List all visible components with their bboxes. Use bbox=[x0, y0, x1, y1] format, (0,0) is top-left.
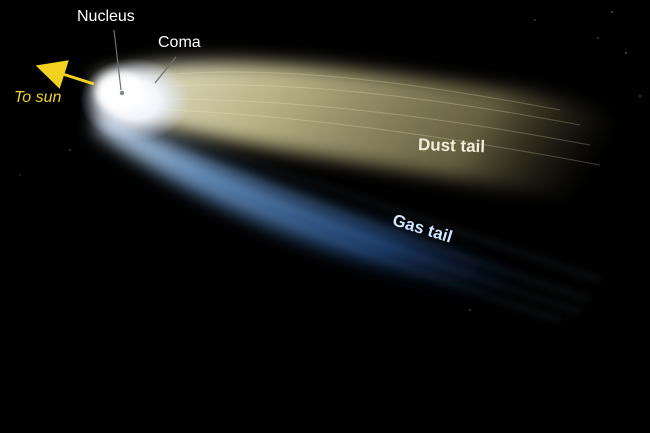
coma-leader-line bbox=[154, 56, 177, 84]
dust-tail-label: Dust tail bbox=[417, 135, 486, 157]
coma-core bbox=[96, 72, 144, 112]
stars bbox=[19, 11, 641, 311]
nucleus-leader-line bbox=[113, 29, 122, 91]
nucleus bbox=[119, 90, 125, 96]
gas-tail bbox=[95, 110, 600, 318]
dust-tail bbox=[95, 62, 646, 197]
coma-label: Coma bbox=[158, 34, 201, 51]
to-sun-label: To sun bbox=[14, 89, 62, 106]
nucleus-label: Nucleus bbox=[77, 8, 135, 25]
to-sun-arrow bbox=[35, 60, 95, 89]
